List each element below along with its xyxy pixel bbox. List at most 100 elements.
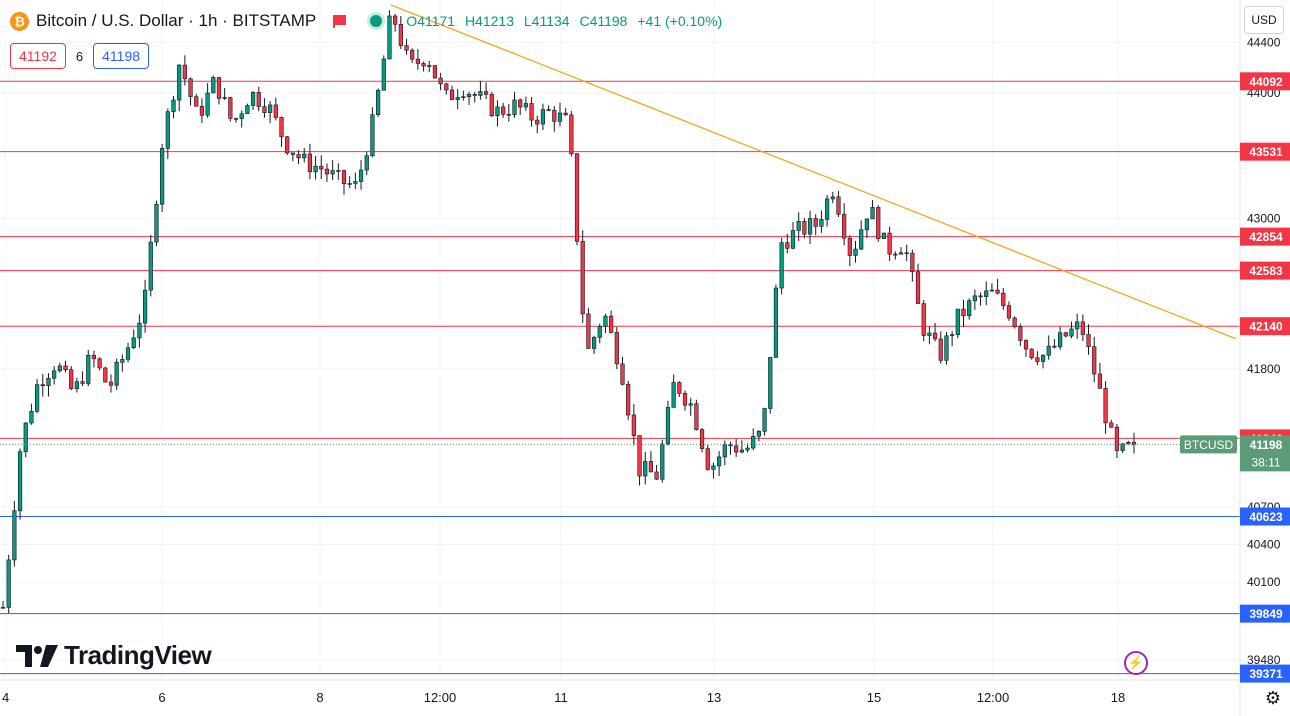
y-tick-label: 40100 xyxy=(1247,575,1281,589)
candle xyxy=(438,72,443,91)
lightning-icon[interactable]: ⚡ xyxy=(1124,651,1148,675)
candle-body xyxy=(46,377,51,387)
candle-body xyxy=(324,168,330,175)
candle-body xyxy=(677,382,682,394)
candle-body xyxy=(165,111,170,149)
candle-body xyxy=(995,289,1000,294)
candle-body xyxy=(1120,443,1125,451)
level-tag-label: 44092 xyxy=(1249,75,1283,89)
candle-body xyxy=(29,411,34,424)
candle xyxy=(893,251,898,260)
candle xyxy=(29,403,34,425)
tradingview-logo[interactable]: TradingView xyxy=(16,640,212,671)
tradingview-logo-icon xyxy=(16,644,58,667)
candle xyxy=(370,107,375,158)
candle xyxy=(546,105,551,112)
buy-button[interactable]: 41198 xyxy=(93,43,150,69)
candle-body xyxy=(1018,326,1023,341)
candle-body xyxy=(546,109,551,111)
ohlc-low: L41134 xyxy=(523,13,570,29)
candle xyxy=(1006,301,1012,321)
candle-body xyxy=(466,94,472,97)
candle-body xyxy=(961,308,966,317)
candle xyxy=(216,77,222,105)
candle xyxy=(165,108,170,160)
candle xyxy=(341,169,347,195)
candle-body xyxy=(1069,328,1074,337)
candle xyxy=(972,289,977,310)
gear-icon[interactable]: ⚙ xyxy=(1264,687,1282,708)
sell-button[interactable]: 41192 xyxy=(10,43,66,69)
flag-icon[interactable] xyxy=(332,13,348,29)
candle xyxy=(1131,432,1137,454)
candle-body xyxy=(790,230,796,249)
candle-body xyxy=(739,449,744,453)
candle-body xyxy=(773,287,779,358)
candle xyxy=(824,195,830,227)
candle xyxy=(1103,381,1108,434)
candle-body xyxy=(290,152,295,155)
candle-body xyxy=(586,313,591,349)
candle xyxy=(120,354,125,372)
candle xyxy=(751,428,756,451)
y-tick-label: 40400 xyxy=(1247,538,1281,552)
candle-body xyxy=(836,196,841,215)
candle xyxy=(699,427,705,453)
candle-body xyxy=(1029,348,1034,359)
candle xyxy=(57,362,62,373)
candle xyxy=(239,110,244,128)
x-tick-label: 13 xyxy=(707,690,721,705)
candle xyxy=(228,96,233,122)
candle-body xyxy=(370,114,375,157)
y-tick-label: 39480 xyxy=(1247,653,1281,667)
candle-body xyxy=(120,359,125,363)
candle-body xyxy=(1040,354,1046,362)
candle-body xyxy=(80,381,85,384)
candle xyxy=(250,91,256,111)
candle-body xyxy=(12,510,17,561)
candle-body xyxy=(830,196,835,200)
candle-body xyxy=(955,308,960,335)
candle-body xyxy=(1063,332,1068,337)
candle-body xyxy=(967,300,972,317)
level-tag xyxy=(1240,604,1290,623)
candle-body xyxy=(768,357,773,409)
candle-body xyxy=(614,332,619,365)
candle-body xyxy=(648,461,654,473)
candle xyxy=(353,172,358,190)
candle-body xyxy=(688,403,693,406)
horizontal-levels xyxy=(0,80,1240,675)
candle-body xyxy=(529,103,534,121)
trendline-layer xyxy=(0,4,1240,445)
candle-body xyxy=(779,242,784,289)
candle-body xyxy=(870,207,875,220)
candle-body xyxy=(154,203,159,243)
candle xyxy=(273,97,278,121)
ohlc-close: C41198 xyxy=(579,13,628,29)
candle xyxy=(483,82,489,100)
candle xyxy=(859,220,864,251)
candle xyxy=(637,435,642,486)
candle-body xyxy=(609,315,614,333)
candle xyxy=(1080,314,1085,341)
candle xyxy=(563,108,568,116)
candle-body xyxy=(898,252,904,255)
candle-body xyxy=(643,461,648,477)
candle-body xyxy=(483,91,489,95)
candle-body xyxy=(114,361,119,386)
candle xyxy=(586,307,591,350)
candle-body xyxy=(381,58,386,91)
candle-body xyxy=(626,384,631,416)
candle-body xyxy=(1006,305,1012,319)
level-tag-label: 42854 xyxy=(1249,230,1283,244)
currency-button[interactable]: USD xyxy=(1244,6,1284,34)
candle xyxy=(154,200,159,247)
last-price-value: 41198 xyxy=(1250,438,1283,452)
candle-body xyxy=(1023,340,1029,350)
candle-body xyxy=(228,97,233,119)
candle xyxy=(495,100,500,127)
candle xyxy=(171,95,176,119)
candle-body xyxy=(1080,321,1085,335)
symbol-title[interactable]: Bitcoin / U.S. Dollar · 1h · BITSTAMP xyxy=(36,11,317,30)
